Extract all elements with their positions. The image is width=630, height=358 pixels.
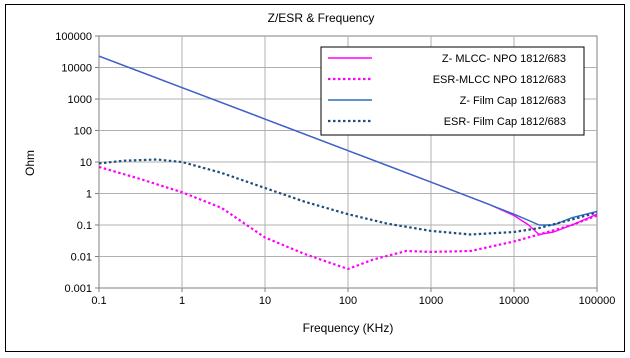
series-line-3 (98, 55, 598, 226)
y-tick-label: 10 (80, 157, 92, 169)
x-tick-label: 100 (339, 295, 357, 307)
chart-frame: Z/ESR & Frequency 0.1 1 10 100 1000 10000 1000… (5, 4, 625, 352)
x-tick-labels: 0.1 1 10 100 1000 10000 100000 (91, 295, 615, 307)
x-tick-label: 1000 (419, 295, 443, 307)
legend-label-4: ESR- Film Cap 1812/683 (444, 116, 566, 128)
y-tick-label: 0.1 (77, 220, 92, 232)
x-tick-label: 10 (259, 295, 271, 307)
chart-svg: Z/ESR & Frequency 0.1 1 10 100 1000 10000 1000… (23, 11, 615, 335)
y-axis-label: Ohm (23, 150, 37, 176)
x-axis-label: Frequency (KHz) (303, 321, 394, 335)
x-tick-label: 100000 (579, 295, 616, 307)
chart-title: Z/ESR & Frequency (268, 11, 375, 25)
legend-label-3: Z- Film Cap 1812/683 (460, 95, 566, 107)
y-tick-label: 1000 (68, 94, 92, 106)
y-tick-labels: 0.001 0.01 0.1 1 10 100 1000 10000 100000 (55, 31, 92, 295)
y-tick-label: 0.01 (71, 252, 92, 264)
y-tick-label: 100 (74, 126, 92, 138)
series-line-2 (98, 165, 598, 271)
y-tick-label: 1 (86, 189, 92, 201)
y-tick-label: 100000 (55, 31, 92, 43)
y-tick-label: 0.001 (64, 283, 92, 295)
legend-items: Z- MLCC- NPO 1812/683 ESR-MLCC NPO 1812/6… (328, 53, 566, 128)
series-line-4 (98, 158, 598, 236)
legend: Z- MLCC- NPO 1812/683 ESR-MLCC NPO 1812/6… (320, 46, 585, 136)
x-tick-label: 0.1 (91, 295, 106, 307)
legend-label-2: ESR-MLCC NPO 1812/683 (433, 74, 566, 86)
legend-label-1: Z- MLCC- NPO 1812/683 (442, 53, 566, 65)
y-tick-label: 10000 (61, 63, 92, 75)
series-layer (98, 55, 598, 271)
x-tick-label: 10000 (499, 295, 530, 307)
x-tick-label: 1 (179, 295, 185, 307)
